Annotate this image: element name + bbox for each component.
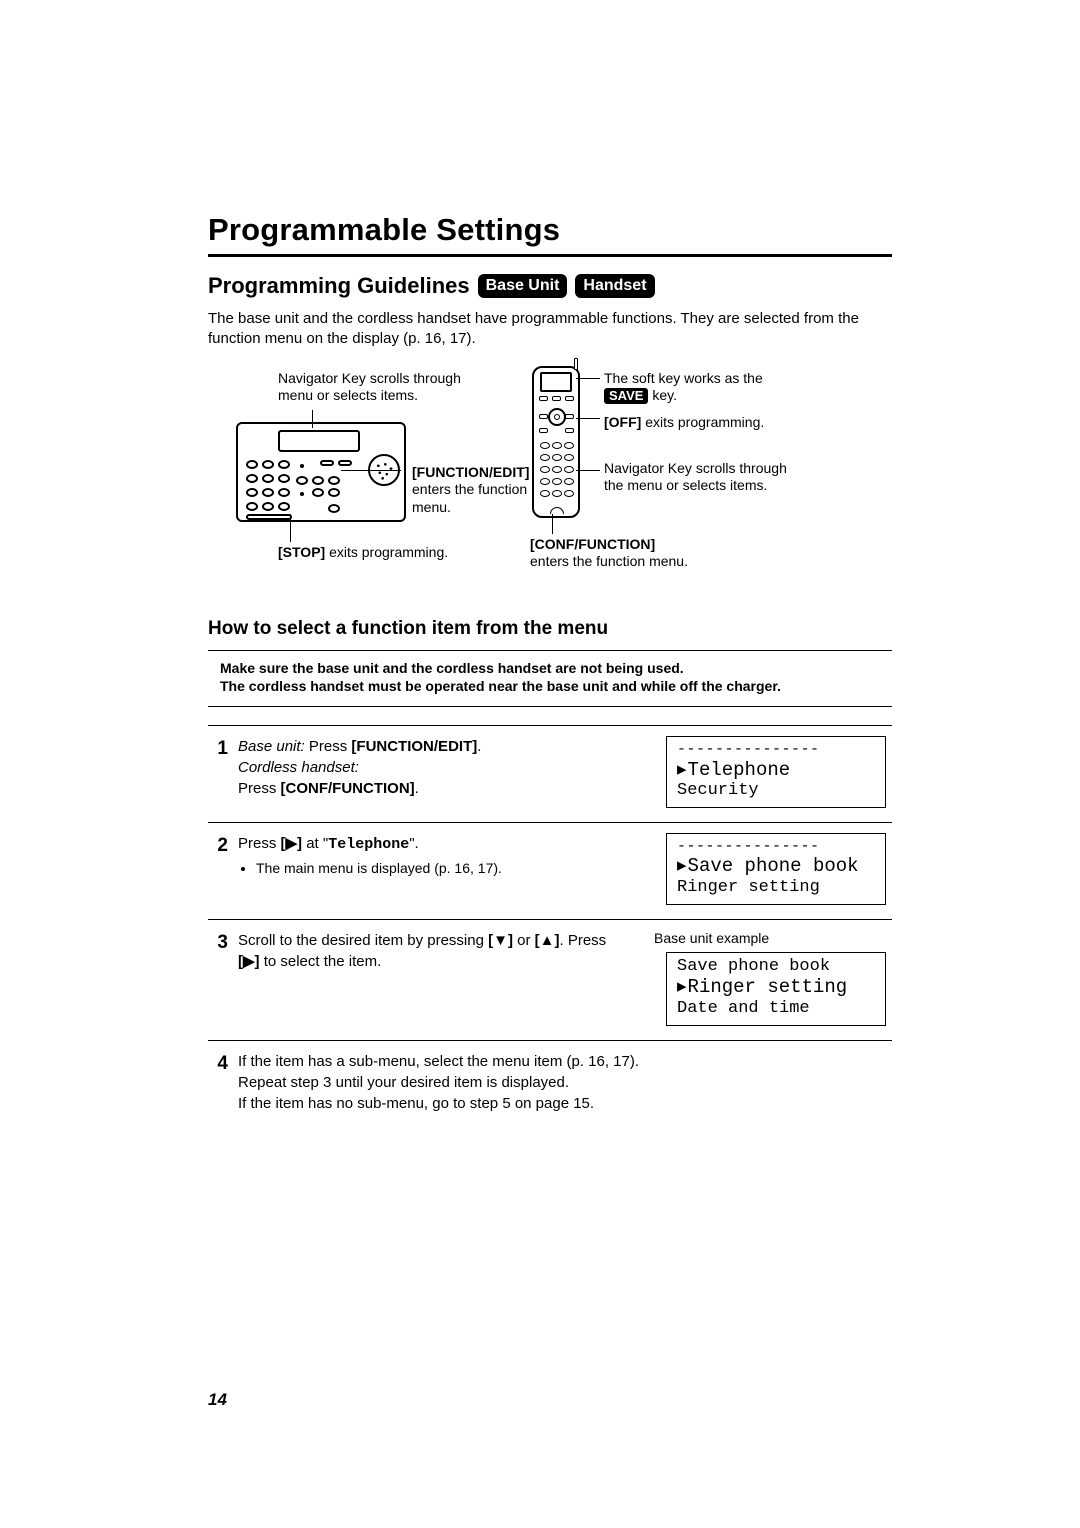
- key-down: [▼]: [488, 930, 513, 951]
- key-right: [▶]: [281, 833, 303, 854]
- text-stop: exits programming.: [325, 544, 448, 560]
- lcd-display: --------------- Save phone book Ringer s…: [666, 833, 886, 905]
- note-box: Make sure the base unit and the cordless…: [208, 650, 892, 708]
- telephone-literal: Telephone: [328, 836, 409, 853]
- step-body: Scroll to the desired item by pressing […: [238, 930, 636, 1026]
- example-label: Base unit example: [646, 930, 892, 948]
- text-s3c: . Press: [560, 932, 607, 949]
- lcd-line2: Ringer setting: [677, 976, 847, 998]
- badge-save: SAVE: [604, 388, 648, 404]
- lcd-dashes: ---------------: [677, 741, 877, 758]
- key-conf-function: [CONF/FUNCTION]: [281, 778, 415, 799]
- caption-hs-off: [OFF] exits programming.: [604, 414, 774, 432]
- text-s2c: ".: [409, 835, 419, 852]
- handset-illustration: [532, 366, 580, 518]
- text-s3d: to select the item.: [260, 953, 382, 970]
- caption-hs-nav: Navigator Key scrolls through the menu o…: [604, 460, 794, 495]
- step-number: 3: [208, 930, 228, 1026]
- lcd-dashes: ---------------: [677, 838, 877, 855]
- caption-hs-conf: [CONF/FUNCTION] enters the function menu…: [530, 536, 760, 571]
- caption-base-stop: [STOP] exits programming.: [278, 544, 518, 562]
- lcd-line3: Date and time: [677, 999, 877, 1019]
- step-body: Base unit: Press [FUNCTION/EDIT]. Cordle…: [238, 736, 636, 808]
- lcd-display: --------------- Telephone Security: [666, 736, 886, 808]
- page-title: Programmable Settings: [208, 212, 892, 248]
- label-conf-function: [CONF/FUNCTION]: [530, 536, 655, 552]
- lcd-line1: Save phone book: [677, 855, 859, 877]
- bullet-s2: The main menu is displayed (p. 16, 17).: [256, 859, 630, 879]
- step-row: 2 Press [▶] at "Telephone". The main men…: [208, 823, 892, 920]
- key-right: [▶]: [238, 951, 260, 972]
- lcd-line1: Telephone: [677, 759, 790, 781]
- label-cordless: Cordless handset:: [238, 759, 359, 776]
- step-number: 1: [208, 736, 228, 808]
- label-base-unit: Base unit:: [238, 738, 305, 755]
- base-unit-illustration: [236, 422, 406, 522]
- text-press2: Press: [238, 780, 281, 797]
- text-softkey-b: key.: [648, 387, 677, 403]
- lcd-line2: Security: [677, 781, 877, 801]
- lcd-display: Save phone book Ringer setting Date and …: [666, 952, 886, 1026]
- text-press1: Press: [305, 738, 352, 755]
- diagram-area: Navigator Key scrolls through menu or se…: [208, 370, 892, 600]
- caption-hs-softkey: The soft key works as the SAVE key.: [604, 370, 794, 405]
- step-row: 4 If the item has a sub-menu, select the…: [208, 1041, 892, 1128]
- label-off: [OFF]: [604, 414, 641, 430]
- text-function-edit: enters the function menu.: [412, 481, 527, 515]
- caption-base-nav: Navigator Key scrolls through menu or se…: [278, 370, 478, 405]
- key-up: [▲]: [535, 930, 560, 951]
- label-function-edit: [FUNCTION/EDIT]: [412, 464, 529, 480]
- text-softkey-a: The soft key works as the: [604, 370, 763, 386]
- howto-heading: How to select a function item from the m…: [208, 618, 892, 640]
- text-conf-function: enters the function menu.: [530, 553, 688, 569]
- text-s4-3: If the item has no sub-menu, go to step …: [238, 1095, 594, 1112]
- lcd-line1: Save phone book: [677, 957, 877, 977]
- text-s3a: Scroll to the desired item by pressing: [238, 932, 488, 949]
- page-number: 14: [208, 1390, 227, 1410]
- step-row: 3 Scroll to the desired item by pressing…: [208, 920, 892, 1041]
- badge-base-unit: Base Unit: [478, 274, 568, 298]
- key-function-edit: [FUNCTION/EDIT]: [351, 736, 477, 757]
- step-body: Press [▶] at "Telephone". The main menu …: [238, 833, 636, 905]
- steps-list: 1 Base unit: Press [FUNCTION/EDIT]. Cord…: [208, 725, 892, 1127]
- text-s2a: Press: [238, 835, 281, 852]
- text-s4-2: Repeat step 3 until your desired item is…: [238, 1074, 569, 1091]
- text-off: exits programming.: [641, 414, 764, 430]
- badge-handset: Handset: [575, 274, 654, 298]
- step-number: 2: [208, 833, 228, 905]
- step-body: If the item has a sub-menu, select the m…: [238, 1051, 892, 1114]
- text-s2b: at ": [302, 835, 328, 852]
- text-s3b: or: [513, 932, 535, 949]
- step-row: 1 Base unit: Press [FUNCTION/EDIT]. Cord…: [208, 726, 892, 823]
- section-subtitle: Programming Guidelines: [208, 273, 470, 299]
- text-s4-1: If the item has a sub-menu, select the m…: [238, 1053, 639, 1070]
- step-number: 4: [208, 1051, 228, 1114]
- intro-paragraph: The base unit and the cordless handset h…: [208, 309, 892, 350]
- title-rule: [208, 254, 892, 257]
- label-stop: [STOP]: [278, 544, 325, 560]
- lcd-line2: Ringer setting: [677, 878, 877, 898]
